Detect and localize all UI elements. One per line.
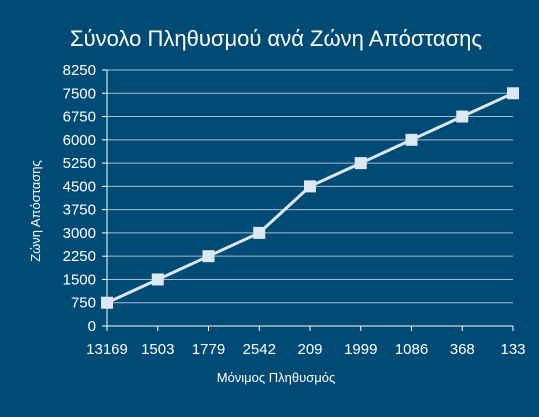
y-tick-label: 750 [71,295,96,312]
data-point-marker [507,87,519,100]
data-series [101,87,519,309]
data-point-marker [151,273,164,286]
x-axis-title: Μόνιμος Πληθυσμός [217,370,336,385]
data-point-marker [354,157,367,170]
x-tick-label: 133 [500,341,525,358]
x-tick-label: 1503 [141,341,174,358]
y-axis-tick-labels: 0 750 1500 2250 3000 3750 4500 5250 6000 6750 7500… [63,62,96,335]
x-tick-label: 13169 [86,341,128,358]
x-tick-label: 209 [297,341,322,358]
y-tick-label: 8250 [63,62,96,79]
y-tick-label: 0 [88,318,96,335]
y-tick-label: 1500 [63,271,96,288]
x-tick-label: 1999 [344,341,377,358]
series-line [106,91,514,305]
data-point-marker [202,250,215,263]
x-tick-label: 1086 [395,341,428,358]
y-tick-label: 6750 [63,109,96,126]
axes [102,69,514,331]
data-point-marker [304,180,316,193]
y-tick-label: 7500 [63,85,96,102]
y-tick-label: 2250 [63,248,96,265]
y-axis-title: Ζώνη Απόστασης [28,160,43,262]
chart-title: Σύνολο Πληθυσμού ανά Ζώνη Απόστασης [70,26,482,51]
x-tick-label: 1779 [192,341,225,358]
y-tick-label: 6000 [63,132,96,149]
x-axis-tick-labels: 13169 1503 1779 2542 209 1999 1086 368 133 [86,341,525,358]
y-tick-label: 5250 [63,155,96,172]
y-tick-label: 3000 [63,225,96,242]
y-tick-label: 4500 [63,178,96,195]
data-point-marker [405,133,418,146]
x-tick-label: 2542 [243,341,276,358]
y-tick-label: 3750 [63,202,96,219]
data-point-marker [253,226,266,239]
data-point-marker [101,296,113,309]
x-tick-label: 368 [450,341,475,358]
data-point-marker [456,110,469,123]
